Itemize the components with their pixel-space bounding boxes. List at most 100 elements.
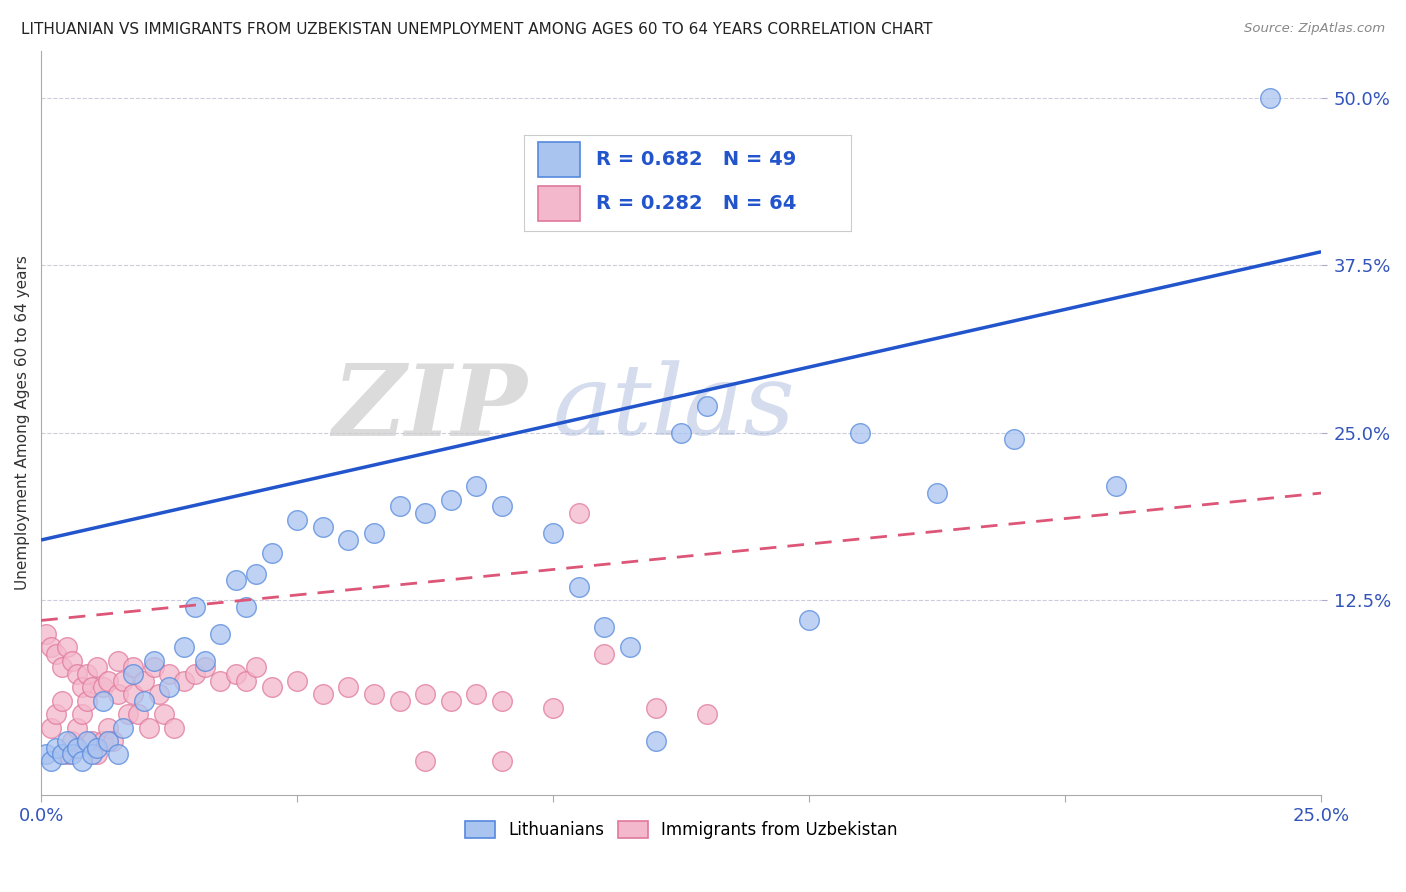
Point bbox=[696, 707, 718, 722]
Point bbox=[440, 492, 463, 507]
Point bbox=[235, 600, 257, 615]
Point bbox=[66, 721, 89, 735]
Point bbox=[568, 506, 591, 520]
Point bbox=[245, 566, 267, 581]
Point bbox=[55, 747, 77, 762]
Point bbox=[132, 694, 155, 708]
Point bbox=[163, 721, 186, 735]
Point bbox=[413, 754, 436, 768]
Point bbox=[285, 673, 308, 688]
Point bbox=[86, 740, 108, 755]
Point bbox=[465, 687, 488, 701]
Point bbox=[91, 681, 114, 695]
Point bbox=[66, 740, 89, 755]
Point bbox=[76, 667, 98, 681]
Point bbox=[86, 747, 108, 762]
Point bbox=[413, 506, 436, 520]
Point bbox=[183, 667, 205, 681]
Point bbox=[260, 681, 283, 695]
Point bbox=[107, 654, 129, 668]
Point bbox=[363, 526, 385, 541]
Point bbox=[97, 673, 120, 688]
Text: ZIP: ZIP bbox=[332, 359, 527, 456]
Point bbox=[76, 694, 98, 708]
Point bbox=[41, 721, 63, 735]
Point bbox=[194, 660, 217, 674]
Point bbox=[465, 479, 488, 493]
Text: atlas: atlas bbox=[553, 360, 796, 456]
Point bbox=[337, 681, 360, 695]
Point bbox=[260, 546, 283, 560]
Point bbox=[337, 533, 360, 547]
Point bbox=[41, 640, 63, 655]
Point bbox=[122, 660, 145, 674]
Point bbox=[45, 647, 67, 661]
Point bbox=[122, 667, 145, 681]
Point bbox=[593, 647, 616, 661]
Point bbox=[173, 673, 195, 688]
Point bbox=[132, 673, 155, 688]
Point bbox=[82, 747, 104, 762]
Point bbox=[70, 754, 93, 768]
Point bbox=[117, 707, 139, 722]
Point bbox=[70, 707, 93, 722]
Point bbox=[797, 614, 820, 628]
Point bbox=[142, 660, 165, 674]
Point bbox=[127, 707, 149, 722]
Point bbox=[388, 694, 411, 708]
Point bbox=[97, 734, 120, 748]
Point bbox=[312, 519, 335, 533]
Legend: Lithuanians, Immigrants from Uzbekistan: Lithuanians, Immigrants from Uzbekistan bbox=[458, 814, 904, 846]
Text: Source: ZipAtlas.com: Source: ZipAtlas.com bbox=[1244, 22, 1385, 36]
Point bbox=[60, 734, 83, 748]
Point bbox=[35, 747, 58, 762]
Point bbox=[568, 580, 591, 594]
Point bbox=[669, 425, 692, 440]
Point bbox=[107, 687, 129, 701]
Point bbox=[312, 687, 335, 701]
Point bbox=[388, 500, 411, 514]
Point bbox=[91, 734, 114, 748]
Point bbox=[122, 687, 145, 701]
Text: R = 0.682   N = 49: R = 0.682 N = 49 bbox=[596, 150, 797, 169]
Point bbox=[70, 681, 93, 695]
Point bbox=[927, 486, 949, 500]
Point bbox=[60, 654, 83, 668]
Text: LITHUANIAN VS IMMIGRANTS FROM UZBEKISTAN UNEMPLOYMENT AMONG AGES 60 TO 64 YEARS : LITHUANIAN VS IMMIGRANTS FROM UZBEKISTAN… bbox=[21, 22, 932, 37]
Point bbox=[245, 660, 267, 674]
Point bbox=[66, 667, 89, 681]
Bar bbox=[537, 142, 581, 177]
Text: R = 0.282   N = 64: R = 0.282 N = 64 bbox=[596, 194, 797, 213]
Point bbox=[41, 754, 63, 768]
Point bbox=[619, 640, 641, 655]
Y-axis label: Unemployment Among Ages 60 to 64 years: Unemployment Among Ages 60 to 64 years bbox=[15, 255, 30, 591]
Point bbox=[82, 681, 104, 695]
Point bbox=[45, 707, 67, 722]
Point bbox=[142, 654, 165, 668]
Point bbox=[157, 667, 180, 681]
Point bbox=[541, 526, 564, 541]
Point bbox=[55, 640, 77, 655]
Point bbox=[91, 694, 114, 708]
Point bbox=[157, 681, 180, 695]
Point bbox=[491, 754, 513, 768]
Point bbox=[51, 694, 73, 708]
Point bbox=[491, 500, 513, 514]
Point bbox=[593, 620, 616, 634]
Point bbox=[45, 740, 67, 755]
Point bbox=[1105, 479, 1128, 493]
Point bbox=[55, 734, 77, 748]
Point bbox=[138, 721, 160, 735]
Point bbox=[194, 654, 217, 668]
Point bbox=[849, 425, 872, 440]
Point bbox=[644, 734, 666, 748]
Point bbox=[51, 660, 73, 674]
Point bbox=[107, 747, 129, 762]
Point bbox=[86, 660, 108, 674]
Point bbox=[148, 687, 170, 701]
Point bbox=[51, 747, 73, 762]
Point bbox=[440, 694, 463, 708]
Point bbox=[101, 734, 124, 748]
Point bbox=[644, 700, 666, 714]
Point bbox=[97, 721, 120, 735]
